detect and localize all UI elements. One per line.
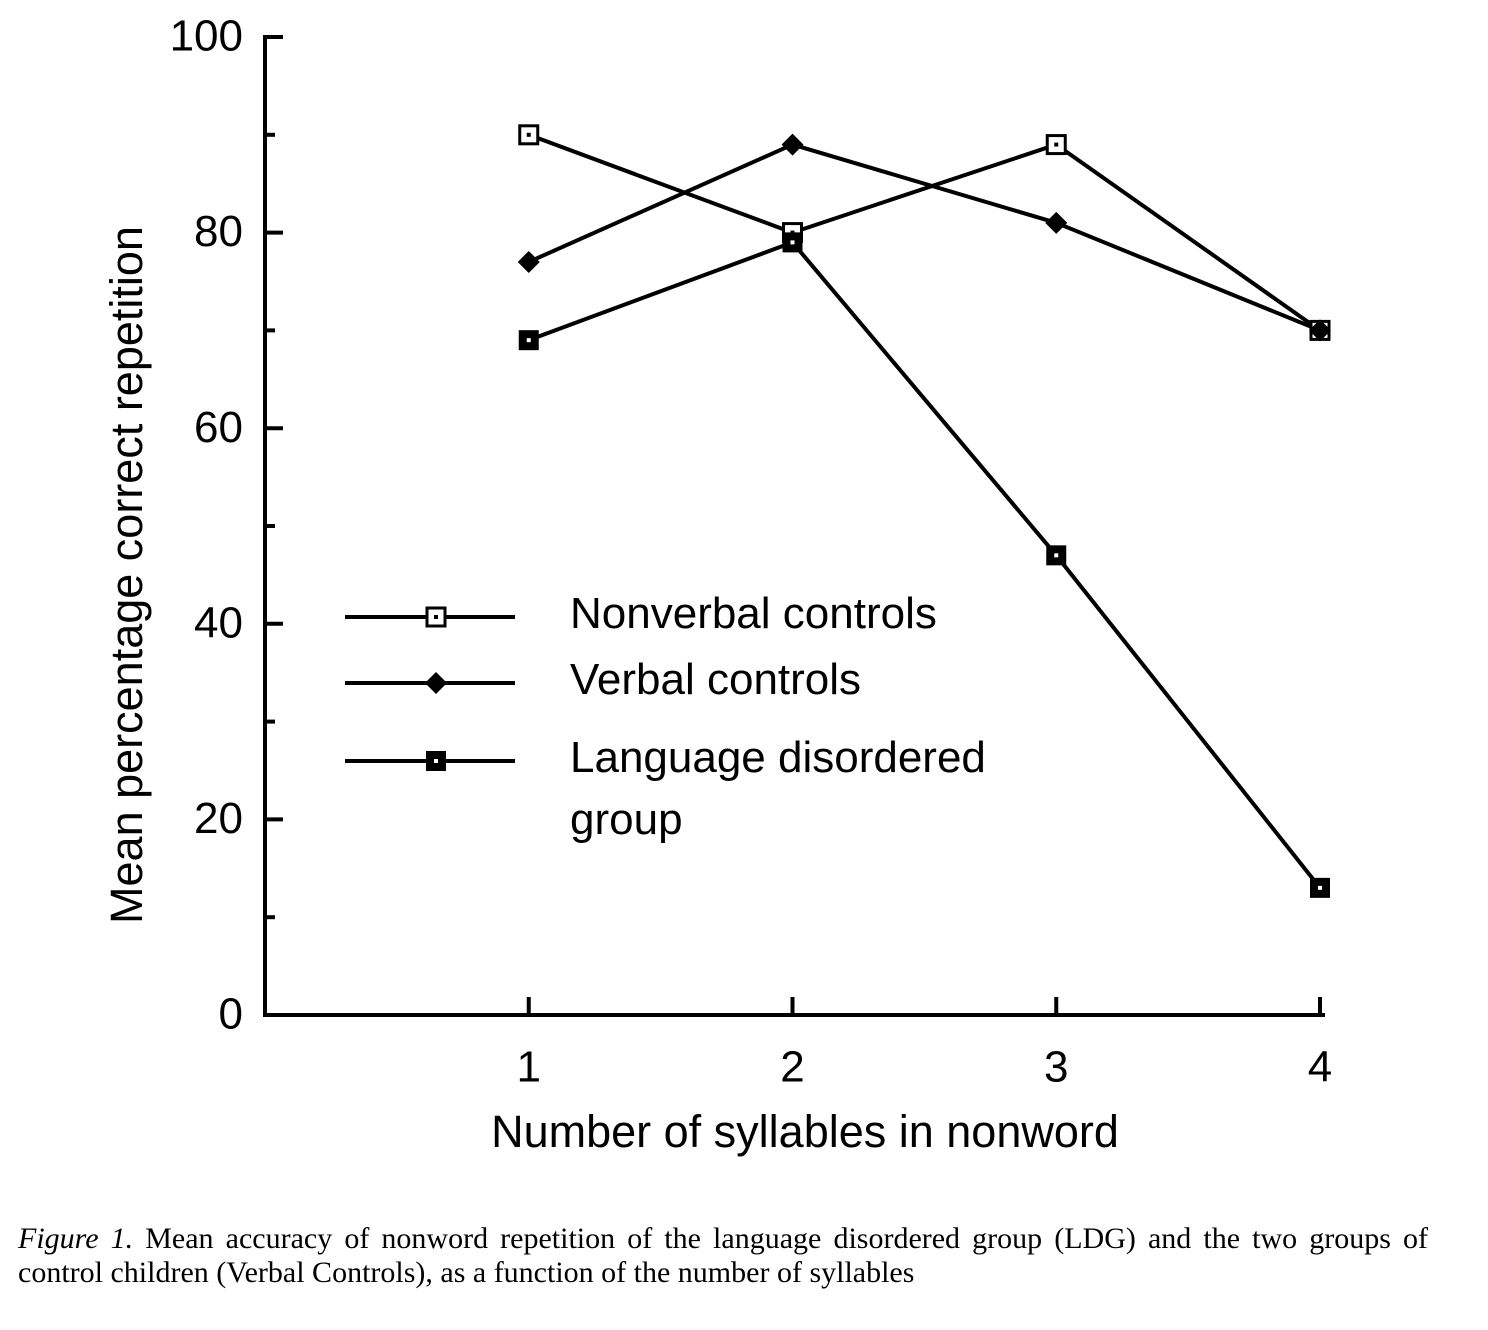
series-line — [527, 142, 1321, 333]
x-tick-label: 3 — [1044, 1043, 1068, 1092]
data-point — [1309, 319, 1331, 342]
x-tick-label: 4 — [1308, 1043, 1332, 1092]
data-point — [517, 250, 540, 273]
y-tick-label: 60 — [194, 403, 243, 452]
chart: Number of syllables in nonword Mean perc… — [101, 12, 1332, 1157]
marker-dot — [434, 615, 438, 619]
marker-dot — [790, 240, 795, 245]
legend-marker — [425, 672, 447, 694]
caption-label: Figure 1. — [18, 1222, 134, 1255]
y-tick-label: 80 — [194, 207, 243, 256]
series-line — [528, 240, 1322, 890]
legend-label: Language disordered group — [570, 733, 986, 844]
data-point — [1045, 211, 1068, 234]
marker-dot — [1054, 553, 1059, 558]
x-tick-label: 2 — [780, 1043, 804, 1092]
figure-caption: Figure 1. Mean accuracy of nonword repet… — [18, 1222, 1428, 1290]
marker-dot — [1054, 142, 1059, 147]
y-tick-label: 100 — [170, 12, 243, 61]
y-tick-label: 40 — [194, 598, 243, 647]
legend-label: Verbal controls — [570, 655, 862, 704]
y-tick-label: 20 — [194, 794, 243, 843]
y-tick-label: 0 — [219, 990, 243, 1039]
marker-dot — [526, 338, 531, 343]
marker-dot — [1318, 885, 1322, 890]
x-axis-title: Number of syllables in nonword — [491, 1106, 1119, 1157]
marker-dot — [526, 132, 531, 137]
caption-text: Mean accuracy of nonword repetition of t… — [18, 1222, 1428, 1289]
data-point — [781, 133, 804, 156]
legend-label: Nonverbal controls — [570, 589, 937, 638]
x-tick-label: 1 — [517, 1043, 541, 1092]
marker-dot — [434, 759, 438, 763]
series-line — [528, 132, 1322, 333]
y-axis-title: Mean percentage correct repetition — [101, 226, 152, 924]
